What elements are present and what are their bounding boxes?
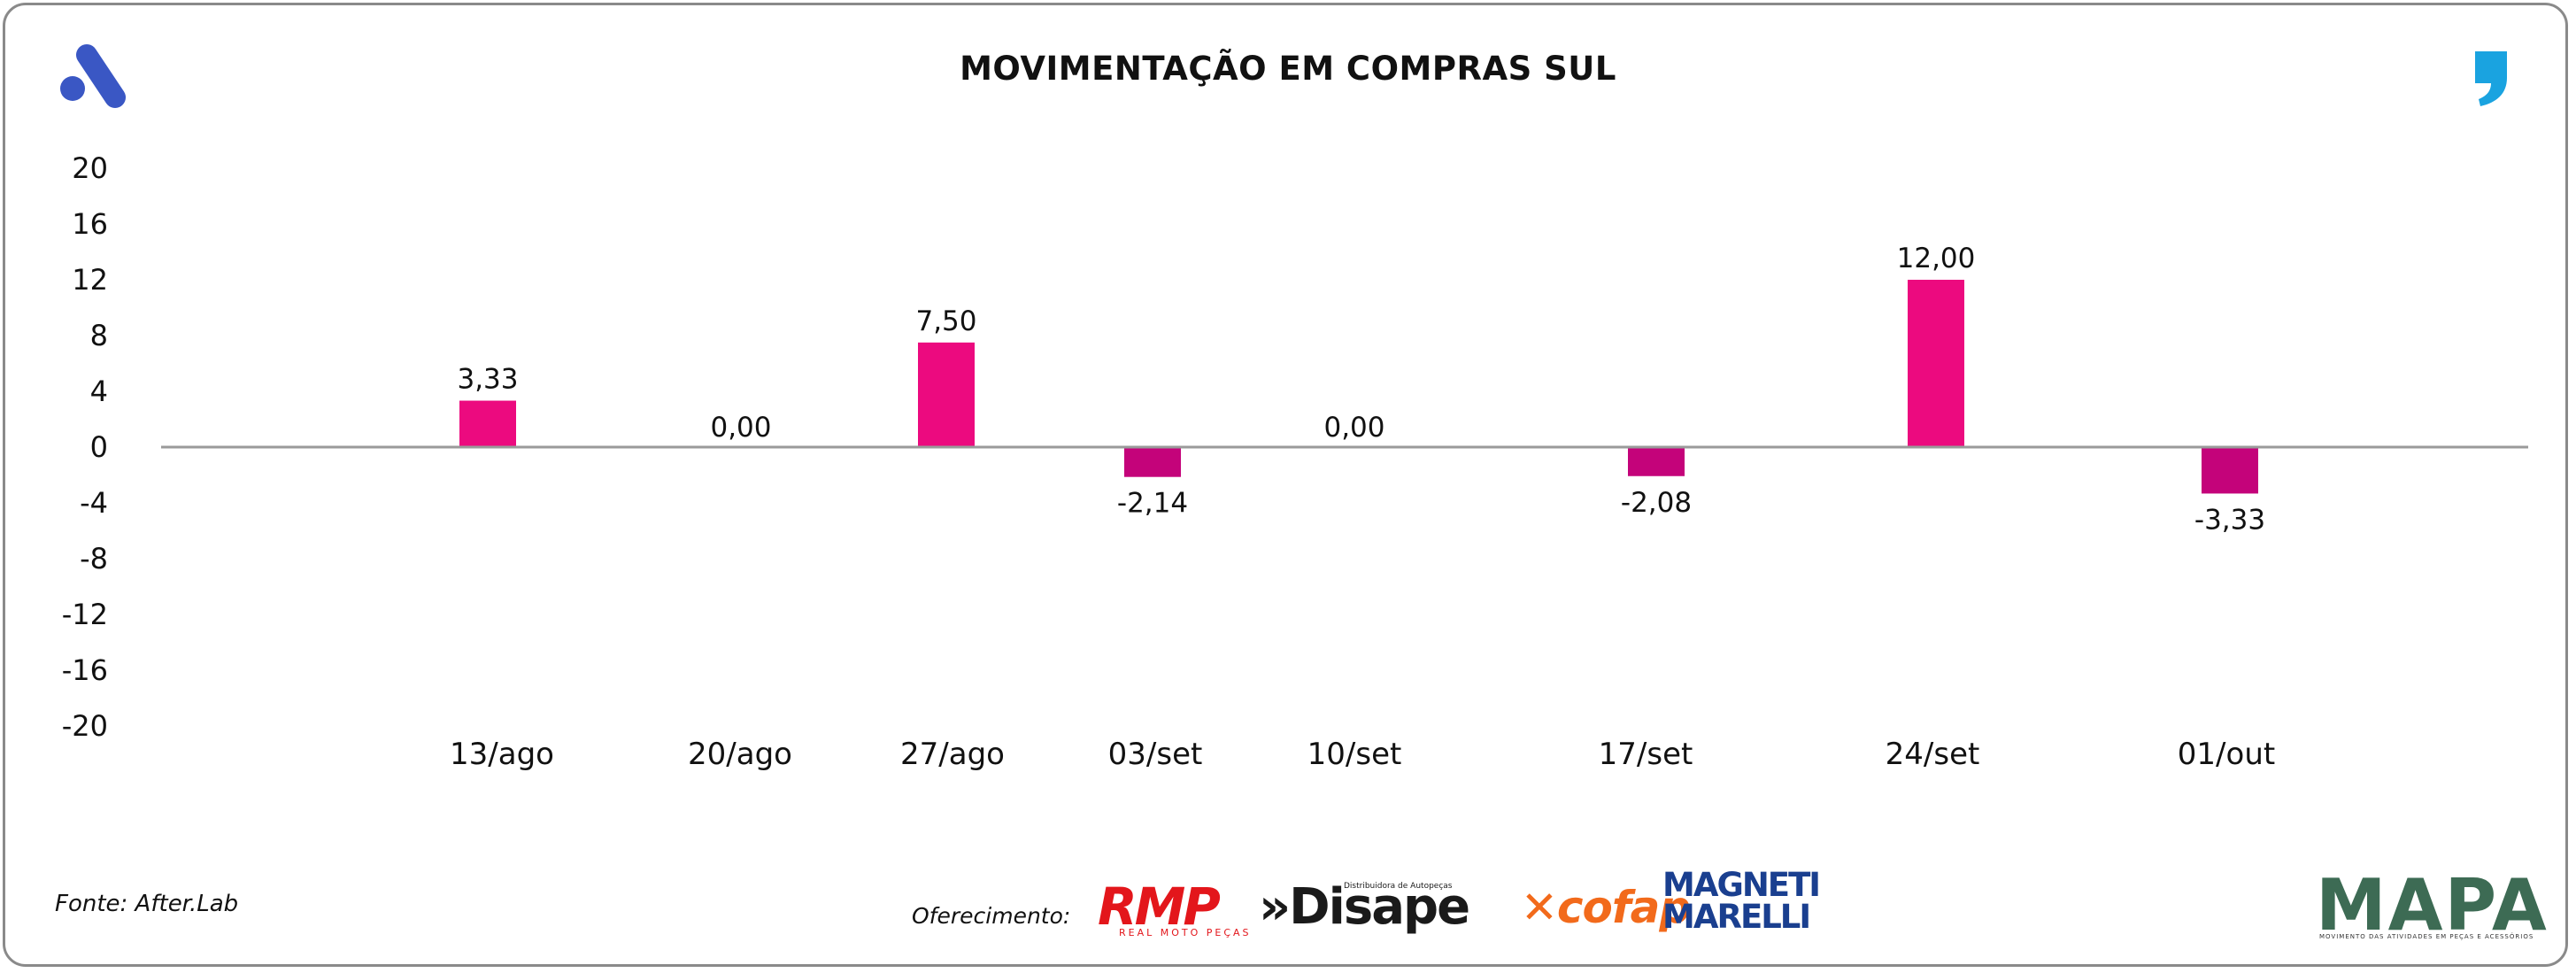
disape-logo-subtitle: Distribuidora de Autopeças <box>1344 882 1453 891</box>
data-label: -2,14 <box>1117 488 1188 520</box>
chart-title: MOVIMENTAÇÃO EM COMPRAS SUL <box>960 50 1616 88</box>
y-tick-label: 20 <box>72 151 108 185</box>
bar-24/set <box>1908 280 1964 447</box>
y-tick-label: 4 <box>90 375 108 408</box>
x-tick-label: 24/set <box>1886 737 1980 772</box>
data-label: -2,08 <box>1621 487 1692 519</box>
magneti-logo-line2: MARELLI <box>1662 898 1811 936</box>
y-tick-label: 0 <box>90 430 108 464</box>
y-tick-label: 12 <box>72 263 108 297</box>
bar-27/ago <box>918 342 975 447</box>
x-tick-label: 10/set <box>1307 737 1402 772</box>
sponsor-label: Oferecimento: <box>912 903 1071 929</box>
x-axis: 13/ago 20/ago 27/ago 03/set 10/set 17/set 24/s… <box>450 737 2275 772</box>
bars <box>459 280 2258 494</box>
data-label: 12,00 <box>1897 243 1976 274</box>
data-labels: 3,33 0,00 7,50 -2,14 0,00 -2,08 12,00 -3,33 <box>457 243 2265 536</box>
mapa-logo: MAPA <box>2316 864 2549 946</box>
y-axis: 20 16 12 8 4 0 -4 -8 -12 -16 -20 <box>62 151 108 743</box>
x-tick-label: 01/out <box>2178 737 2275 772</box>
x-tick-label: 17/set <box>1599 737 1693 772</box>
y-tick-label: -8 <box>80 542 108 575</box>
magneti-logo-line1: MAGNETI <box>1662 866 1821 904</box>
source-note: Fonte: After.Lab <box>55 891 239 917</box>
y-tick-label: 16 <box>72 207 108 241</box>
brand-a-logo-icon <box>60 44 126 108</box>
data-label: 0,00 <box>710 412 771 444</box>
rmp-logo: RMP <box>1098 876 1221 937</box>
x-tick-label: 03/set <box>1108 737 1203 772</box>
cofap-logo-text: cofap <box>1556 882 1691 933</box>
x-tick-label: 27/ago <box>900 737 1005 772</box>
y-tick-label: -20 <box>62 709 108 743</box>
disape-logo: »Disape <box>1259 878 1470 936</box>
mapa-logo-subtitle: MOVIMENTO DAS ATIVIDADES EM PEÇAS E ACES… <box>2319 933 2534 940</box>
bar-03/set <box>1124 447 1181 477</box>
data-label: 0,00 <box>1323 412 1384 444</box>
data-label: 3,33 <box>457 364 518 396</box>
y-tick-label: -12 <box>62 598 108 631</box>
y-tick-label: 8 <box>90 319 108 352</box>
magneti-marelli-logo: MAGNETI MARELLI <box>1662 866 1821 936</box>
y-tick-label: -16 <box>62 653 108 687</box>
bar-01/out <box>2202 447 2258 494</box>
data-label: -3,33 <box>2194 504 2265 536</box>
x-tick-label: 20/ago <box>688 737 792 772</box>
bar-13/ago <box>459 400 516 447</box>
y-tick-label: -4 <box>80 486 108 520</box>
data-label: 7,50 <box>915 305 976 337</box>
x-tick-label: 13/ago <box>450 737 554 772</box>
bar-chart: 20 16 12 8 4 0 -4 -8 -12 -16 -20 3,33 0,00 7,50 -2,14… <box>62 151 2528 772</box>
comma-quote-logo-icon <box>2475 51 2507 106</box>
chart-card <box>3 3 2568 967</box>
cofap-logo: ✕cofap <box>1521 882 1691 933</box>
cofap-mark-icon: ✕ <box>1521 882 1558 933</box>
bar-17/set <box>1628 447 1685 476</box>
rmp-logo-subtitle: REAL MOTO PEÇAS <box>1119 927 1252 938</box>
